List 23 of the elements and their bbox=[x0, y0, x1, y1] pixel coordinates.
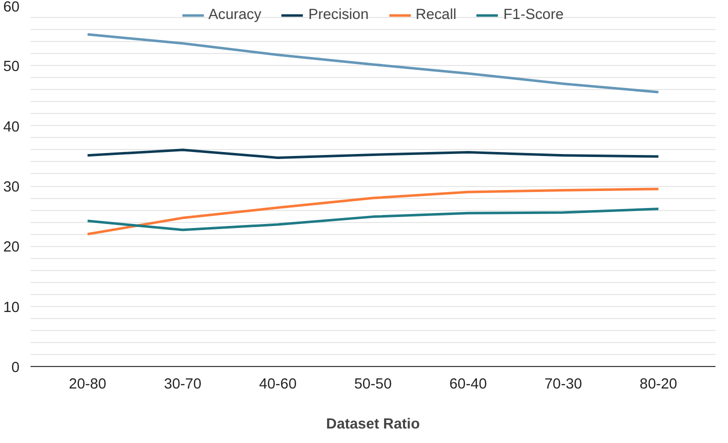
y-tick-label: 40 bbox=[3, 119, 20, 136]
legend-label: F1-Score bbox=[503, 7, 564, 23]
x-tick-label: 20-80 bbox=[68, 376, 106, 392]
y-tick-label: 50 bbox=[3, 59, 20, 76]
x-tick-label: 70-30 bbox=[544, 376, 582, 392]
y-tick-label: 0 bbox=[11, 360, 20, 376]
legend-label: Acuracy bbox=[208, 7, 262, 23]
y-tick-label: 60 bbox=[3, 0, 20, 16]
x-tick-label: 60-40 bbox=[449, 376, 487, 392]
line-series bbox=[86, 148, 660, 159]
legend-label: Recall bbox=[416, 7, 456, 23]
legend-label: Precision bbox=[308, 7, 369, 23]
line-series bbox=[86, 33, 660, 94]
y-tick-label: 30 bbox=[3, 180, 20, 196]
line-series bbox=[86, 208, 660, 232]
line-series bbox=[86, 188, 660, 236]
y-tick-label: 10 bbox=[3, 300, 20, 316]
x-tick-label: 40-60 bbox=[259, 376, 297, 392]
y-tick-label: 20 bbox=[3, 240, 20, 256]
x-tick-label: 50-50 bbox=[354, 376, 392, 392]
x-tick-label: 30-70 bbox=[164, 376, 202, 392]
x-tick-label: 80-20 bbox=[640, 376, 678, 392]
x-axis-title: Dataset Ratio bbox=[326, 416, 420, 432]
